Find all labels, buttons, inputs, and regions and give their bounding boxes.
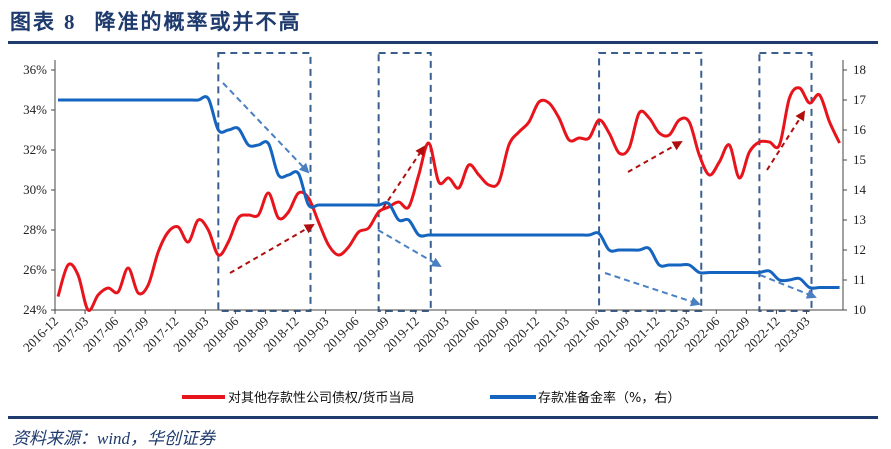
legend-label-blue: 存款准备金率（%，右）: [538, 390, 680, 406]
figure-number: 8: [64, 10, 77, 34]
trend-arrow-up: [766, 110, 806, 171]
highlight-period-box: [598, 52, 703, 312]
right-tick-label: 14: [853, 182, 867, 197]
trend-arrow-up: [627, 141, 683, 173]
right-tick-label: 11: [853, 272, 866, 287]
left-tick-label: 36%: [23, 62, 47, 77]
figure-label: 图表: [10, 10, 56, 34]
right-tick-label: 15: [853, 152, 866, 167]
trend-arrow-up: [229, 223, 315, 274]
left-tick-label: 30%: [23, 182, 47, 197]
left-tick-label: 26%: [23, 262, 47, 277]
right-tick-label: 18: [853, 62, 866, 77]
right-tick-label: 17: [853, 92, 867, 107]
title-rule: [8, 41, 878, 44]
trend-arrow-down: [377, 229, 442, 268]
right-tick-label: 12: [853, 242, 866, 257]
left-tick-label: 28%: [23, 222, 47, 237]
legend: 对其他存款性公司债权/货币当局 存款准备金率（%，右）: [182, 390, 680, 406]
highlight-period-box: [377, 52, 432, 312]
trend-arrow-down: [604, 272, 701, 307]
highlight-period-box: [758, 52, 813, 312]
right-tick-label: 10: [853, 302, 866, 317]
trend-arrow-up: [382, 145, 426, 209]
left-tick-label: 34%: [23, 102, 47, 117]
trend-arrow-down: [222, 82, 310, 174]
left-tick-label: 32%: [23, 142, 47, 157]
figure-title: 图表 8 降准的概率或并不高: [10, 6, 302, 36]
source-rule: [8, 416, 878, 419]
highlight-period-box: [217, 52, 312, 312]
series-line-claims-ratio: [56, 86, 841, 312]
source-note: 资料来源：wind，华创证券: [12, 429, 216, 448]
left-tick-label: 24%: [23, 302, 47, 317]
right-tick-label: 16: [853, 122, 867, 137]
figure-title-text: 降准的概率或并不高: [94, 10, 302, 34]
series-line-reserve-ratio: [58, 95, 840, 290]
legend-label-red: 对其他存款性公司债权/货币当局: [228, 390, 414, 406]
right-tick-label: 13: [853, 212, 866, 227]
